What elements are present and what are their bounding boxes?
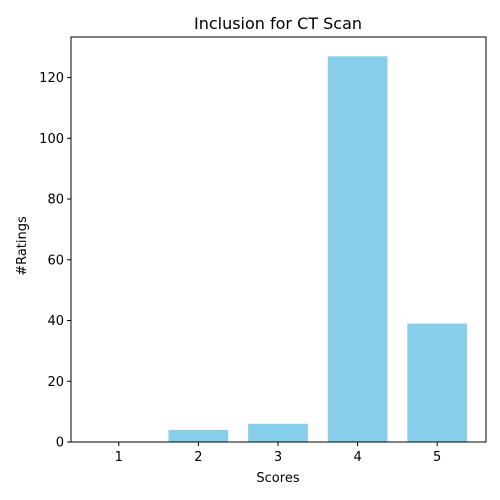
y-axis-label: #Ratings [15, 216, 30, 276]
x-tick-label: 2 [194, 450, 202, 465]
y-tick-label: 20 [47, 375, 64, 390]
y-tick-label: 120 [39, 71, 64, 86]
y-tick-label: 40 [47, 314, 64, 329]
y-tick-label: 100 [39, 132, 64, 147]
x-tick-label: 4 [353, 450, 361, 465]
x-axis-ticks: 1 2 3 4 5 [115, 442, 441, 465]
plot-frame [70, 36, 487, 443]
bar-score-4 [327, 56, 388, 443]
chart-title: Inclusion for CT Scan [194, 14, 362, 33]
y-tick-label: 80 [47, 193, 64, 208]
bar-score-3 [248, 423, 308, 442]
x-tick-label: 5 [433, 450, 441, 465]
y-tick-label: 60 [47, 253, 64, 268]
bars-group [168, 56, 468, 443]
x-axis-label: Scores [256, 471, 299, 486]
y-axis-ticks: 0 20 40 60 80 100 120 [39, 71, 71, 451]
bar-score-2 [168, 429, 229, 442]
x-tick-label: 3 [274, 450, 282, 465]
x-tick-label: 1 [115, 450, 123, 465]
bar-score-5 [407, 323, 468, 442]
y-tick-label: 0 [56, 436, 64, 451]
